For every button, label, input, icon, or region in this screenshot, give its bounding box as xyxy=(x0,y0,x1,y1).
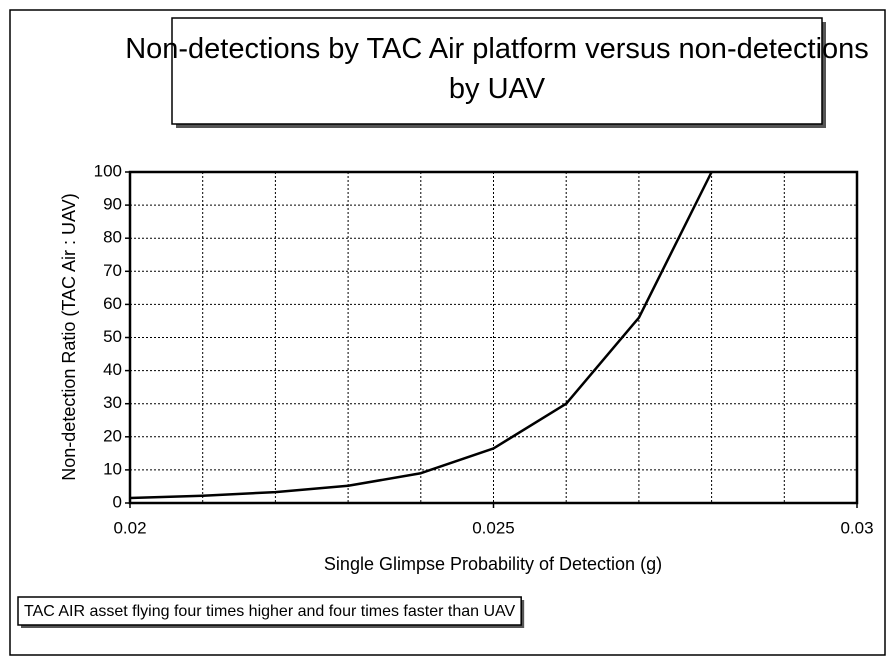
y-tick-label: 90 xyxy=(103,195,122,214)
y-tick-label: 0 xyxy=(113,492,122,511)
y-tick-label: 100 xyxy=(94,161,122,180)
y-tick-label: 40 xyxy=(103,360,122,379)
x-tick-label: 0.03 xyxy=(840,518,873,537)
y-tick-label: 70 xyxy=(103,261,122,280)
y-axis-title: Non-detection Ratio (TAC Air : UAV) xyxy=(59,193,79,480)
title-box xyxy=(171,17,823,125)
x-axis-title: Single Glimpse Probability of Detection … xyxy=(324,554,662,574)
y-tick-label: 30 xyxy=(103,393,122,412)
chart-title: Non-detections by TAC Air platform versu… xyxy=(125,33,869,105)
data-line xyxy=(129,171,713,500)
y-tick-label: 60 xyxy=(103,294,122,313)
y-tick-label: 50 xyxy=(103,327,122,346)
x-tick-label: 0.02 xyxy=(113,518,146,537)
y-tick-label: 10 xyxy=(103,459,122,478)
legend-box xyxy=(17,596,522,626)
x-tick-label: 0.025 xyxy=(472,518,515,537)
chart-frame xyxy=(9,9,886,656)
legend-label: TAC AIR asset flying four times higher a… xyxy=(24,603,516,620)
y-tick-label: 80 xyxy=(103,228,122,247)
y-tick-label: 20 xyxy=(103,426,122,445)
